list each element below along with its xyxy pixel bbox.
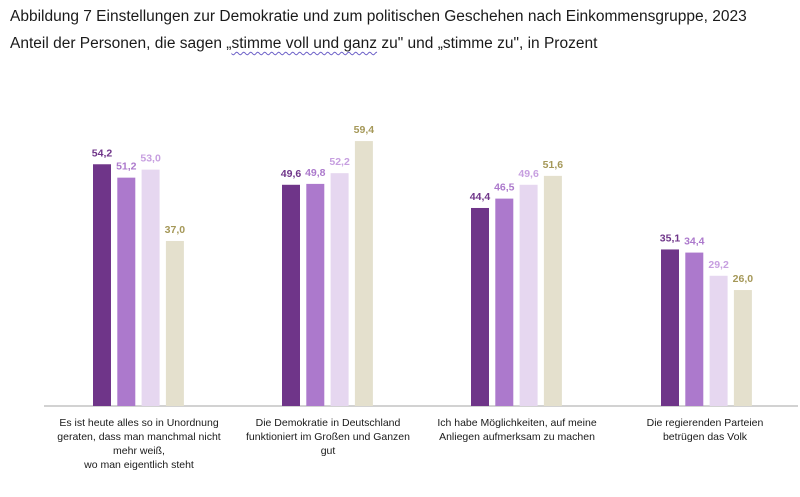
x-tick-label-line: Anliegen aufmerksam zu machen (439, 430, 595, 443)
x-tick-label: Die Demokratie in Deutschland funktionier… (233, 417, 423, 459)
x-tick-label-line: Ich habe Möglichkeiten, auf meine (437, 417, 597, 429)
data-label: 49,6 (281, 168, 302, 180)
bar (165, 240, 184, 406)
data-label: 51,6 (543, 159, 564, 171)
x-tick-label-line: funktioniert im Großen und Ganzen (245, 430, 410, 443)
subtitle-spellcheck-mark: stimme voll und ganz (231, 35, 378, 52)
bar (709, 275, 728, 406)
x-tick-label: Ich habe Möglichkeiten, auf meine Anliege… (427, 417, 607, 445)
x-tick-label-line: wo man eigentlich steht (84, 458, 194, 471)
x-tick-label: Es ist heute alles so in Unordnung gerate… (44, 417, 234, 472)
bar (685, 252, 704, 406)
bar (471, 207, 489, 406)
x-tick-label-line: mehr weiß, (113, 444, 165, 457)
data-label: 29,2 (708, 259, 729, 271)
chart-subtitle: Anteil der Personen, die sagen „stimme v… (10, 35, 597, 53)
x-tick-label: Die regierenden Parteien betrügen das Vol… (630, 417, 780, 445)
bar (330, 173, 349, 406)
x-tick-label-line: geraten, dass man manchmal nicht (57, 430, 221, 443)
x-tick-label-line: betrügen das Volk (662, 430, 748, 443)
data-label: 53,0 (140, 153, 161, 165)
data-label: 44,4 (470, 191, 491, 203)
data-label: 54,2 (92, 147, 113, 159)
bar (282, 184, 300, 406)
bar (141, 169, 160, 406)
bar (543, 175, 562, 406)
subtitle-part-1: Anteil der Personen, die sagen „ (10, 35, 232, 52)
x-tick-label-line: Die Demokratie in Deutschland (255, 417, 401, 429)
data-label: 35,1 (660, 232, 681, 244)
data-label: 34,4 (684, 236, 705, 248)
data-label: 59,4 (354, 124, 375, 136)
chart-title: Abbildung 7 Einstellungen zur Demokratie… (10, 8, 747, 25)
data-label: 49,6 (518, 168, 539, 180)
subtitle-part-2: zu" und „stimme zu", in Prozent (377, 35, 598, 52)
bar (733, 290, 752, 406)
data-label: 46,5 (494, 182, 515, 194)
data-label: 49,8 (305, 167, 326, 179)
bar (306, 183, 325, 406)
bar (93, 164, 111, 406)
data-label: 37,0 (165, 224, 186, 236)
bar (495, 198, 514, 406)
bar (661, 249, 679, 406)
data-label: 52,2 (329, 156, 350, 168)
x-tick-label-line: Es ist heute alles so in Unordnung (59, 417, 219, 429)
bar (519, 184, 538, 406)
data-label: 51,2 (116, 161, 137, 173)
x-tick-label-line: gut (320, 444, 336, 457)
bar (354, 141, 373, 407)
data-label: 26,0 (733, 273, 754, 285)
bar (117, 177, 136, 406)
x-tick-label-line: Die regierenden Parteien (646, 417, 764, 429)
